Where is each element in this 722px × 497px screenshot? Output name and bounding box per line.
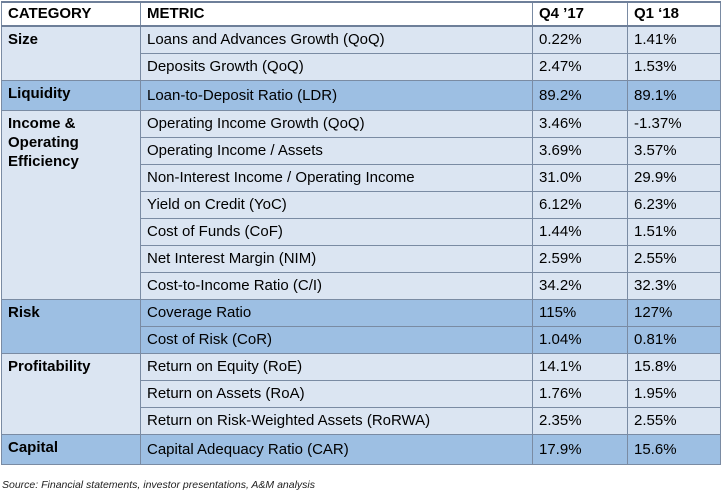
metric-cell: Return on Risk-Weighted Assets (RoRWA) [140, 407, 533, 435]
q4-17-value: 2.35% [532, 407, 628, 435]
table-row: Cost of Risk (CoR) 1.04% 0.81% [2, 326, 721, 354]
q1-18-value: 15.6% [627, 434, 721, 465]
table-row: Profitability Return on Equity (RoE) 14.1%… [1, 353, 721, 435]
category-cell: Risk [1, 299, 141, 354]
q4-17-value: 6.12% [532, 191, 628, 219]
q4-17-value: 34.2% [532, 272, 628, 300]
q4-17-value: 2.47% [532, 53, 628, 81]
metric-cell: Coverage Ratio [140, 299, 533, 327]
q4-17-value: 2.59% [532, 245, 628, 273]
metric-cell: Operating Income Growth (QoQ) [140, 110, 533, 138]
metric-cell: Non-Interest Income / Operating Income [140, 164, 533, 192]
q1-18-value: 2.55% [627, 407, 721, 435]
q1-18-value: 1.41% [627, 25, 721, 54]
q1-18-value: 29.9% [627, 164, 721, 192]
table-row: Cost-to-Income Ratio (C/I) 34.2% 32.3% [2, 272, 721, 300]
q4-17-value: 14.1% [532, 353, 628, 381]
q1-18-value: 89.1% [627, 80, 721, 111]
metric-cell: Net Interest Margin (NIM) [140, 245, 533, 273]
table-row: Yield on Credit (YoC) 6.12% 6.23% [2, 191, 721, 219]
category-cell: Profitability [1, 353, 141, 435]
category-cell: Liquidity [1, 80, 141, 111]
q1-18-value: 1.53% [627, 53, 721, 81]
metric-cell: Operating Income / Assets [140, 137, 533, 165]
table-row: Risk Coverage Ratio 115% 127% [1, 299, 721, 354]
source-note: Source: Financial statements, investor p… [2, 479, 316, 491]
metric-cell: Return on Equity (RoE) [140, 353, 533, 381]
q1-18-value: 3.57% [627, 137, 721, 165]
q1-18-value: 1.95% [627, 380, 721, 408]
q4-17-value: 0.22% [532, 25, 628, 54]
table-row: Return on Assets (RoA) 1.76% 1.95% [2, 380, 721, 408]
q4-17-value: 1.76% [532, 380, 628, 408]
table-body: Size Loans and Advances Growth (QoQ) 0.22%… [1, 25, 721, 465]
header-q4-17: Q4 ’17 [532, 1, 628, 27]
q1-18-value: 1.51% [627, 218, 721, 246]
metric-cell: Deposits Growth (QoQ) [140, 53, 533, 81]
header-category: CATEGORY [1, 1, 141, 27]
q1-18-value: 0.81% [627, 326, 721, 354]
table-row: Deposits Growth (QoQ) 2.47% 1.53% [2, 53, 721, 81]
metric-cell: Yield on Credit (YoC) [140, 191, 533, 219]
q4-17-value: 17.9% [532, 434, 628, 465]
table-row: Capital Capital Adequacy Ratio (CAR) 17.9%… [1, 434, 721, 465]
q4-17-value: 1.04% [532, 326, 628, 354]
header-metric: METRIC [140, 1, 533, 27]
table-row: Operating Income / Assets 3.69% 3.57% [2, 137, 721, 165]
table-row: Liquidity Loan-to-Deposit Ratio (LDR) 89.2… [1, 80, 721, 111]
q1-18-value: 6.23% [627, 191, 721, 219]
q4-17-value: 115% [532, 299, 628, 327]
q4-17-value: 31.0% [532, 164, 628, 192]
header-q1-18: Q1 ‘18 [627, 1, 721, 27]
category-cell: Size [1, 25, 141, 81]
metric-cell: Loans and Advances Growth (QoQ) [140, 25, 533, 54]
metrics-table: CATEGORY METRIC Q4 ’17 Q1 ‘18 Size Loans … [1, 1, 721, 465]
q4-17-value: 1.44% [532, 218, 628, 246]
q1-18-value: 32.3% [627, 272, 721, 300]
q1-18-value: 15.8% [627, 353, 721, 381]
table-row: Income & Operating Efficiency Operating I… [1, 110, 721, 300]
category-cell: Income & Operating Efficiency [1, 110, 141, 300]
metric-cell: Capital Adequacy Ratio (CAR) [140, 434, 533, 465]
metric-cell: Loan-to-Deposit Ratio (LDR) [140, 80, 533, 111]
metric-cell: Return on Assets (RoA) [140, 380, 533, 408]
q4-17-value: 3.46% [532, 110, 628, 138]
table-row: Net Interest Margin (NIM) 2.59% 2.55% [2, 245, 721, 273]
q1-18-value: 127% [627, 299, 721, 327]
metric-cell: Cost-to-Income Ratio (C/I) [140, 272, 533, 300]
table-row: Non-Interest Income / Operating Income 31… [2, 164, 721, 192]
header-row: CATEGORY METRIC Q4 ’17 Q1 ‘18 [1, 1, 721, 27]
table-row: Size Loans and Advances Growth (QoQ) 0.22%… [1, 25, 721, 81]
q1-18-value: 2.55% [627, 245, 721, 273]
table-row: Cost of Funds (CoF) 1.44% 1.51% [2, 218, 721, 246]
metric-cell: Cost of Risk (CoR) [140, 326, 533, 354]
metric-cell: Cost of Funds (CoF) [140, 218, 533, 246]
q1-18-value: -1.37% [627, 110, 721, 138]
q4-17-value: 89.2% [532, 80, 628, 111]
category-cell: Capital [1, 434, 141, 465]
q4-17-value: 3.69% [532, 137, 628, 165]
